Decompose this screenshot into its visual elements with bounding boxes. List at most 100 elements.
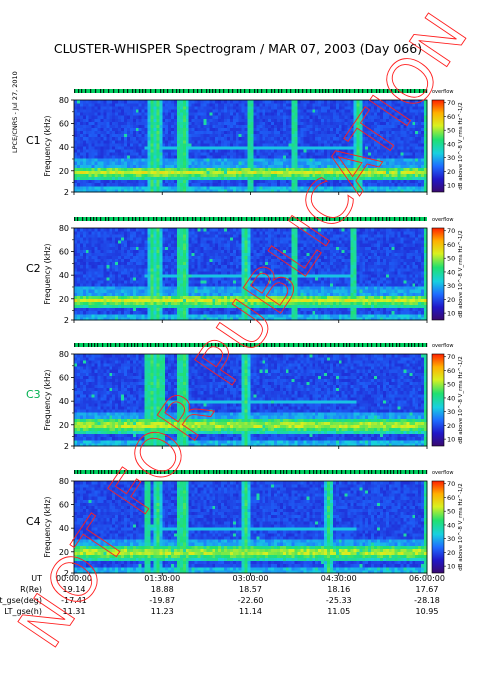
heatmap-cell: [368, 118, 372, 122]
heatmap-cell: [306, 136, 310, 141]
heatmap-cell: [385, 167, 390, 171]
heatmap-cell: [182, 246, 187, 250]
heatmap-cell: [238, 118, 243, 122]
heatmap-cell: [268, 115, 272, 119]
heatmap-cell: [409, 100, 413, 104]
heatmap-cell: [121, 240, 125, 244]
heatmap-cell: [91, 121, 95, 125]
heatmap-cell: [82, 255, 87, 260]
heatmap-cell: [79, 133, 84, 138]
heatmap-cell: [253, 142, 257, 147]
heatmap-cell: [247, 161, 251, 165]
heatmap-cell: [174, 161, 178, 165]
heatmap-cell: [171, 264, 175, 269]
heatmap-cell: [88, 270, 93, 275]
heatmap-cell: [156, 286, 160, 290]
heatmap-cell: [109, 295, 113, 299]
heatmap-cell: [76, 115, 81, 119]
heatmap-cell: [332, 188, 337, 193]
heatmap-cell: [106, 182, 110, 187]
heatmap-cell: [179, 289, 184, 293]
heatmap-cell: [97, 149, 101, 153]
heatmap-cell: [79, 182, 84, 187]
heatmap-cell: [197, 100, 201, 104]
heatmap-cell: [385, 149, 390, 153]
heatmap-cell: [147, 313, 151, 318]
heatmap-cell: [138, 237, 143, 241]
heatmap-cell: [244, 185, 248, 190]
heatmap-cell: [235, 103, 240, 107]
heatmap-cell: [244, 127, 248, 132]
heatmap-cell: [88, 243, 93, 247]
heatmap-cell: [226, 182, 231, 187]
heatmap-cell: [244, 130, 248, 135]
heatmap-cell: [138, 118, 143, 122]
heatmap-cell: [400, 142, 404, 147]
heatmap-cell: [132, 106, 137, 110]
heatmap-cell: [324, 179, 328, 184]
heatmap-cell: [279, 106, 284, 110]
heatmap-cell: [85, 231, 90, 235]
heatmap-cell: [103, 252, 107, 256]
heatmap-cell: [103, 295, 107, 299]
heatmap-cell: [112, 249, 116, 253]
heatmap-cell: [106, 139, 110, 144]
heatmap-cell: [368, 121, 372, 125]
heatmap-cell: [129, 149, 134, 153]
heatmap-cell: [126, 142, 131, 147]
heatmap-cell: [138, 249, 143, 253]
heatmap-cell: [368, 139, 372, 144]
heatmap-cell: [385, 121, 390, 125]
heatmap-cell: [226, 133, 231, 138]
heatmap-cell: [229, 185, 234, 190]
heatmap-cell: [424, 149, 428, 153]
heatmap-cell: [174, 313, 178, 318]
heatmap-cell: [406, 182, 410, 187]
heatmap-cell: [235, 139, 240, 144]
heatmap-cell: [100, 270, 104, 275]
heatmap-cell: [368, 161, 372, 165]
heatmap-cell: [85, 249, 90, 253]
heatmap-cell: [168, 170, 172, 174]
heatmap-cell: [418, 112, 422, 116]
heatmap-cell: [100, 289, 104, 293]
heatmap-cell: [415, 173, 419, 178]
status-strip-tick: [329, 217, 331, 221]
heatmap-cell: [388, 130, 393, 135]
heatmap-cell: [326, 121, 331, 125]
heatmap-cell: [382, 161, 387, 165]
heatmap-cell: [103, 179, 107, 184]
heatmap-cell: [147, 280, 151, 284]
heatmap-cell: [318, 173, 322, 178]
heatmap-cell: [129, 170, 134, 174]
heatmap-cell: [138, 255, 143, 260]
heatmap-cell: [262, 155, 266, 159]
heatmap-cell: [409, 139, 413, 144]
heatmap-cell: [415, 115, 419, 119]
heatmap-cell: [409, 118, 413, 122]
heatmap-cell: [97, 264, 101, 269]
heatmap-cell: [100, 307, 104, 312]
heatmap-cell: [112, 283, 116, 287]
heatmap-cell: [135, 307, 140, 312]
heatmap-cell: [88, 304, 93, 309]
heatmap-cell: [88, 106, 93, 110]
heatmap-cell: [271, 112, 275, 116]
heatmap-cell: [206, 109, 210, 113]
heatmap-cell: [282, 179, 287, 184]
heatmap-cell: [262, 139, 266, 144]
heatmap-cell: [347, 182, 351, 187]
heatmap-cell: [76, 136, 81, 141]
heatmap-cell: [256, 146, 260, 150]
status-strip-tick: [298, 89, 300, 93]
heatmap-cell: [300, 161, 304, 165]
heatmap-cell: [259, 100, 263, 104]
heatmap-cell: [150, 173, 154, 178]
heatmap-cell: [235, 158, 240, 162]
heatmap-cell: [76, 100, 81, 104]
heatmap-cell: [371, 149, 375, 153]
heatmap-cell: [341, 179, 346, 184]
heatmap-cell: [100, 161, 104, 165]
heatmap-cell: [291, 121, 296, 125]
heatmap-cell: [126, 304, 131, 309]
